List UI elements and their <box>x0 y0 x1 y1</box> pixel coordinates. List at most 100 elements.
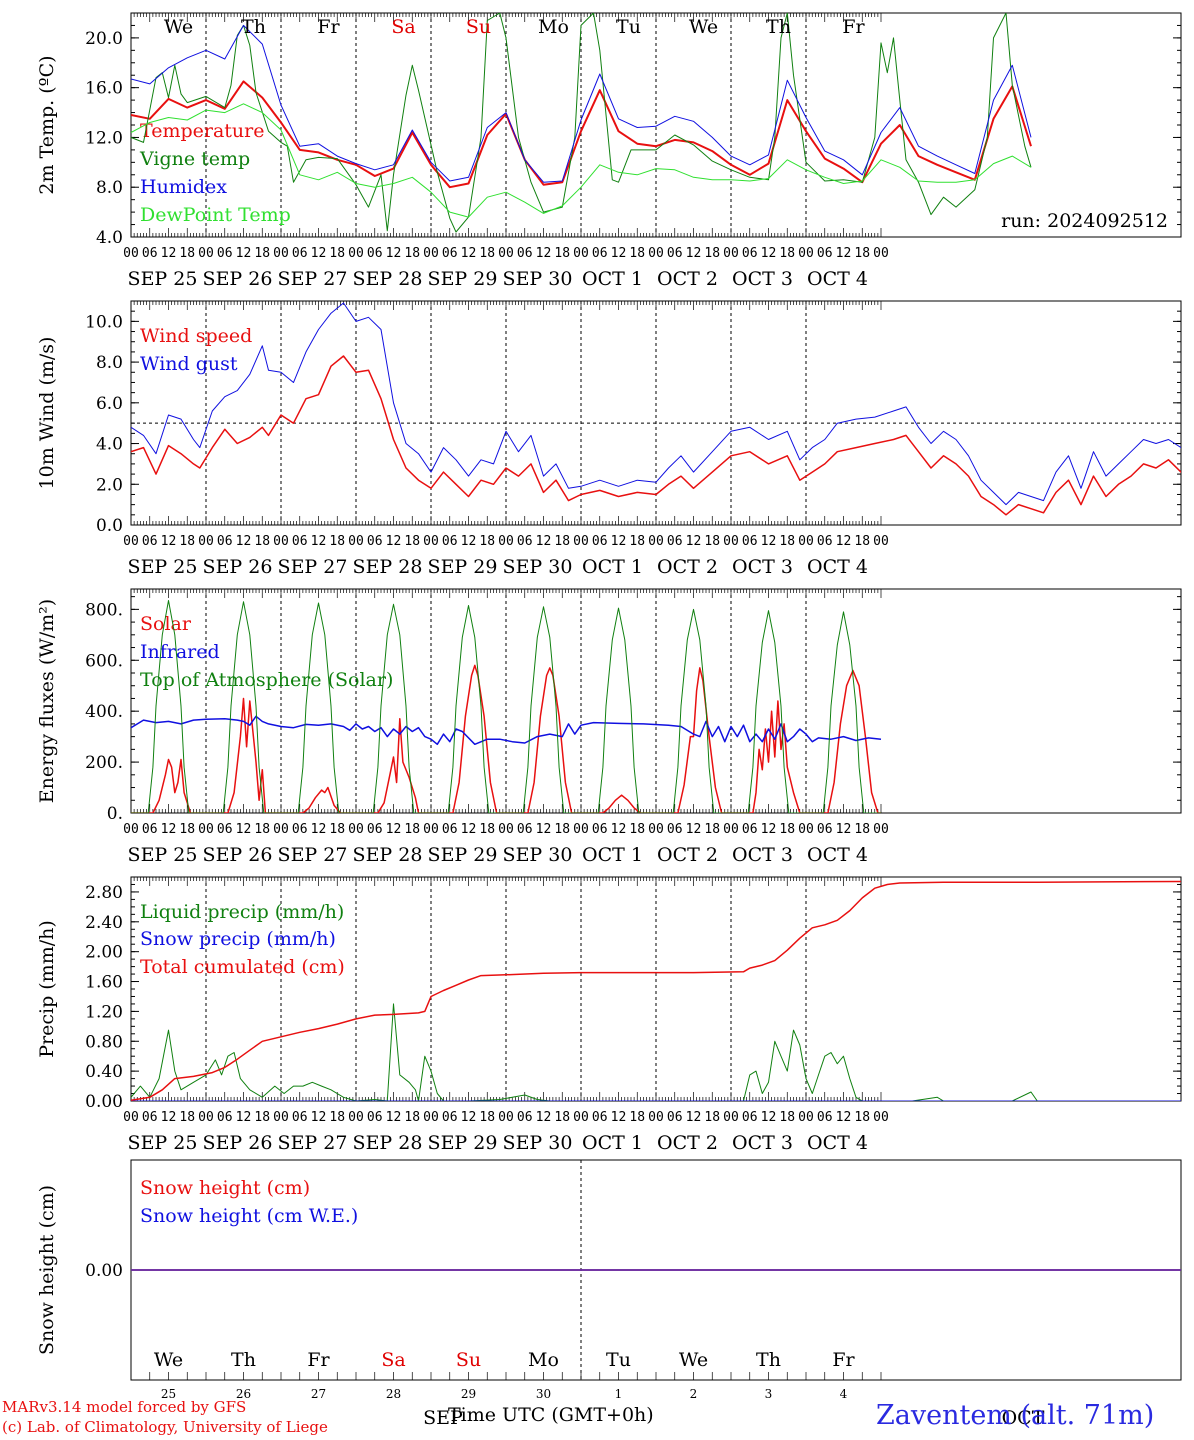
legend-entry: Top of Atmosphere (Solar) <box>140 669 393 691</box>
x-hour-label: 00 <box>873 1110 889 1125</box>
x-hour-label: 12 <box>161 822 177 837</box>
x-date-label: SEP 25 <box>128 268 198 290</box>
x-hour-label: 00 <box>273 534 289 549</box>
series-line-humidex <box>131 24 1032 183</box>
x-hour-label: 18 <box>254 246 270 261</box>
legend-entry: Snow height (cm) <box>140 1177 310 1199</box>
x-hour-label: 12 <box>536 246 552 261</box>
x-date-label: SEP 29 <box>428 844 498 866</box>
x-date-label: SEP 28 <box>353 556 423 578</box>
x-hour-label: 18 <box>404 534 420 549</box>
x-hour-label: 00 <box>123 1110 139 1125</box>
x-hour-label: 06 <box>667 246 683 261</box>
x-hour-label: 00 <box>273 822 289 837</box>
x-hour-label: 18 <box>329 534 345 549</box>
x-hour-label: 06 <box>217 534 233 549</box>
x-hour-label: 18 <box>554 822 570 837</box>
x-hour-label: 18 <box>479 822 495 837</box>
x-date-label: SEP 27 <box>278 844 348 866</box>
y-tick-label: 20.0 <box>85 29 123 49</box>
x-hour-label: 00 <box>423 1110 439 1125</box>
y-axis-label: Energy fluxes (W/m²) <box>36 599 58 803</box>
x-hour-label: 18 <box>629 534 645 549</box>
weekday-label-bottom: We <box>154 1349 183 1371</box>
x-hour-label: 12 <box>611 246 627 261</box>
x-hour-label: 00 <box>873 822 889 837</box>
x-hour-label: 12 <box>686 822 702 837</box>
y-axis-label: Precip (mm/h) <box>36 920 58 1058</box>
legend-entry: Vigne temp <box>139 148 250 170</box>
x-hour-label: 06 <box>742 1110 758 1125</box>
legend-entry: Wind gust <box>140 353 238 375</box>
x-hour-label: 06 <box>442 246 458 261</box>
series-line-wind-gust <box>131 302 1181 506</box>
series-line-dewpoint-temp <box>131 103 1032 218</box>
run-label: run: 2024092512 <box>1001 210 1168 232</box>
x-date-label: OCT 2 <box>657 844 718 866</box>
y-tick-label: 4.0 <box>96 435 123 455</box>
x-date-label: SEP 28 <box>353 268 423 290</box>
series-line-total-cumulated-cm- <box>131 880 1181 1101</box>
x-hour-label: 00 <box>723 1110 739 1125</box>
weekday-label-top: Mo <box>538 16 569 38</box>
x-date-label: OCT 1 <box>582 556 643 578</box>
x-hour-label: 06 <box>667 1110 683 1125</box>
x-hour-label: 06 <box>517 1110 533 1125</box>
x-date-label: SEP 25 <box>128 1132 198 1154</box>
x-date-label: OCT 3 <box>732 1132 793 1154</box>
panel-frame <box>130 300 1182 526</box>
legend-entry: Temperature <box>140 120 264 142</box>
day-number-label: 26 <box>236 1387 251 1401</box>
x-date-label: OCT 4 <box>807 1132 868 1154</box>
x-hour-label: 00 <box>573 534 589 549</box>
weekday-label-top: Th <box>766 16 791 38</box>
y-tick-label: 800. <box>85 600 123 620</box>
x-date-label: SEP 29 <box>428 268 498 290</box>
x-date-label: OCT 4 <box>807 268 868 290</box>
x-hour-label: 18 <box>554 1110 570 1125</box>
x-date-label: OCT 3 <box>732 556 793 578</box>
x-hour-label: 06 <box>292 246 308 261</box>
y-tick-label: 2.00 <box>85 943 123 963</box>
x-hour-label: 00 <box>423 534 439 549</box>
weekday-label-bottom: Sa <box>381 1349 405 1371</box>
x-hour-label: 12 <box>686 246 702 261</box>
x-hour-label: 00 <box>573 1110 589 1125</box>
x-date-label: SEP 30 <box>503 844 573 866</box>
x-hour-label: 12 <box>536 822 552 837</box>
x-hour-label: 18 <box>329 246 345 261</box>
x-hour-label: 06 <box>367 1110 383 1125</box>
x-hour-label: 18 <box>479 1110 495 1125</box>
x-hour-label: 18 <box>854 534 870 549</box>
x-date-label: SEP 29 <box>428 1132 498 1154</box>
x-hour-label: 18 <box>479 534 495 549</box>
x-hour-label: 00 <box>798 822 814 837</box>
x-hour-label: 12 <box>236 246 252 261</box>
x-hour-label: 06 <box>592 246 608 261</box>
x-hour-label: 12 <box>461 534 477 549</box>
x-date-label: SEP 27 <box>278 1132 348 1154</box>
x-hour-label: 00 <box>348 1110 364 1125</box>
x-hour-label: 18 <box>254 534 270 549</box>
x-hour-label: 00 <box>573 246 589 261</box>
x-hour-label: 06 <box>817 246 833 261</box>
day-number-label: 30 <box>536 1387 551 1401</box>
day-number-label: 27 <box>311 1387 326 1401</box>
x-hour-label: 00 <box>498 534 514 549</box>
x-hour-label: 12 <box>236 1110 252 1125</box>
x-hour-label: 12 <box>536 534 552 549</box>
panel-1: 4.08.012.016.020.02m Temp. (ºC)00 06 12 18 0… <box>36 12 1182 290</box>
month-label: OCT <box>1002 1407 1045 1429</box>
legend-entry: Humidex <box>140 176 227 198</box>
x-hour-label: 18 <box>554 534 570 549</box>
x-date-label: OCT 2 <box>657 556 718 578</box>
x-hour-label: 00 <box>798 1110 814 1125</box>
x-hour-label: 00 <box>798 534 814 549</box>
day-number-label: 4 <box>840 1387 848 1401</box>
weekday-label-bottom: Fr <box>307 1349 330 1371</box>
series-line-liquid-precip-mm-h- <box>131 1003 1181 1101</box>
x-hour-label: 06 <box>367 822 383 837</box>
x-hour-label: 06 <box>742 822 758 837</box>
y-tick-label: 2.80 <box>85 883 123 903</box>
